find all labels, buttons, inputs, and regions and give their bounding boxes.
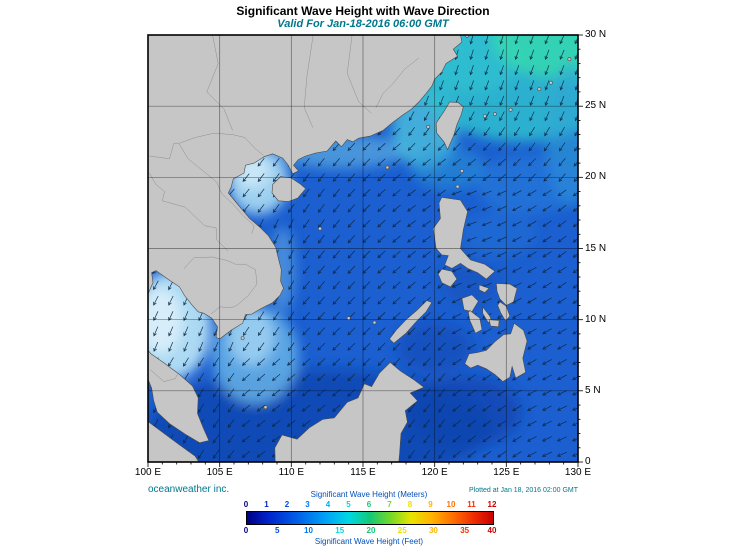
colorbar-meters-tick: 11 [467,500,476,509]
colorbar-meters-tick: 3 [305,500,310,509]
colorbar-feet-tick: 20 [366,526,376,535]
lat-tick-label: 10 N [585,313,607,325]
colorbar-meters-tick: 9 [428,500,433,509]
colorbar-feet-tick: 40 [487,526,497,535]
colorbar-meters-tick: 7 [387,500,392,509]
colorbar-meters-tick: 6 [366,500,372,509]
colorbar-meters-tick: 10 [446,500,456,509]
lat-tick-label: 5 N [585,384,601,396]
colorbar-feet-tick: 0 [243,526,249,535]
plotted-timestamp: Plotted at Jan 18, 2016 02:00 GMT [469,487,578,494]
lat-tick-label: 30 N [585,29,607,40]
colorbar-title-meters: Significant Wave Height (Meters) [310,490,428,499]
land-layer [148,35,572,462]
colorbar-meters-tick: 8 [407,500,413,509]
colorbar-meters-tick: 1 [264,500,269,509]
chart-valid-time: Valid For Jan-18-2016 06:00 GMT [277,18,449,30]
wave-map [147,34,583,467]
chart-title: Significant Wave Height with Wave Direct… [236,4,490,18]
colorbar-meters-tick: 12 [487,500,497,509]
colorbar-gradient [246,511,494,525]
lat-tick-label: 20 N [585,171,607,183]
lon-tick-label: 130 E [564,467,592,478]
political-borders [149,35,420,382]
colorbar-title-feet: Significant Wave Height (Feet) [314,537,424,546]
map-layers [148,35,578,462]
colorbar-feet-tick: 30 [428,526,438,535]
colorbar-feet-tick: 5 [275,526,280,535]
lat-tick-label: 25 N [585,100,607,112]
lon-tick-label: 115 E [350,467,376,478]
axis-ticks [147,34,583,467]
lon-tick-label: 125 E [493,467,520,478]
colorbar-feet-tick: 15 [335,526,345,535]
colorbar-feet-tick: 10 [304,526,313,535]
colorbar-meters-tick: 5 [346,500,351,509]
colorbar-feet-tick: 35 [460,526,470,535]
lon-tick-label: 120 E [421,467,448,478]
credit-text: oceanweather inc. [148,484,230,495]
colorbar-meters-tick: 2 [284,500,290,509]
lat-tick-label: 15 N [585,242,607,254]
lat-tick-label: 0 [585,456,591,467]
lon-tick-label: 105 E [206,467,233,478]
colorbar-meters-tick: 4 [325,500,331,509]
grid-lines [148,35,578,462]
lon-tick-label: 100 E [134,467,162,478]
colorbar-meters-tick: 0 [243,500,249,509]
colorbar-feet-tick: 25 [397,526,407,535]
lon-tick-label: 110 E [278,467,305,478]
